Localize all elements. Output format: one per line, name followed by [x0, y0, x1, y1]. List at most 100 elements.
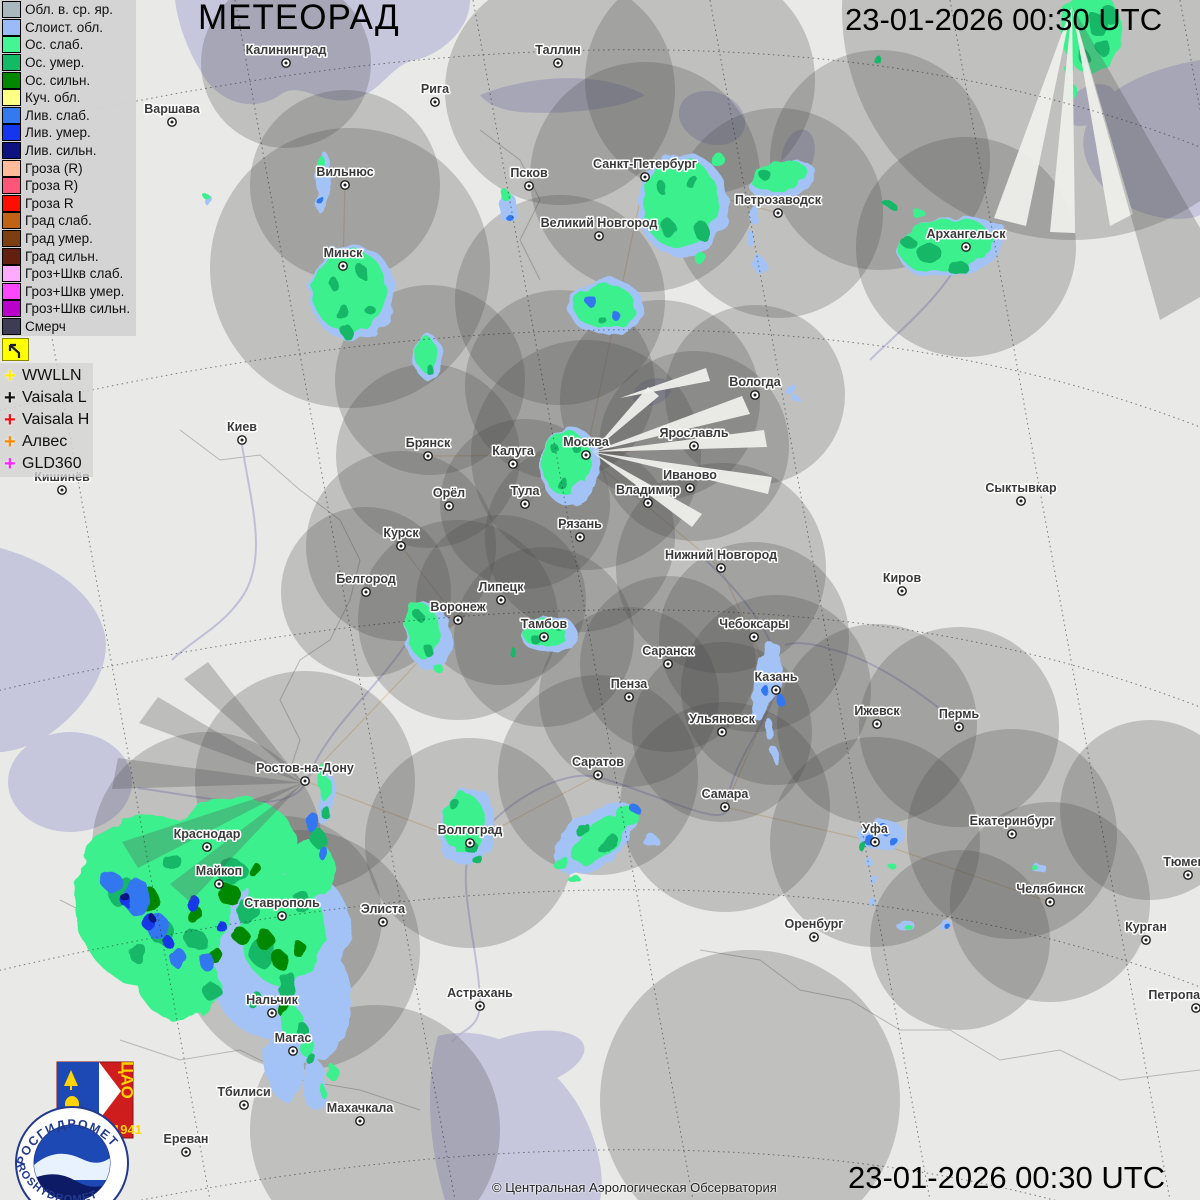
precip-cell	[173, 797, 297, 893]
legend-swatch	[2, 194, 21, 212]
copyright-note: © Центральная Аэрологическая Обсерватори…	[492, 1180, 777, 1195]
city-marker: Великий Новгород	[539, 215, 659, 241]
precip-cell	[765, 720, 775, 740]
city-marker: Самара	[700, 786, 751, 812]
legend-label: Гроза R	[25, 195, 74, 211]
legend-item: Град слаб.	[2, 212, 130, 230]
city-label: Великий Новгород	[541, 216, 658, 230]
city-label: Санкт-Петербург	[593, 157, 697, 171]
precip-cell	[203, 983, 221, 1001]
city-label: Майкоп	[196, 864, 242, 878]
city-label: Нижний Новгород	[665, 548, 777, 562]
precip-cell	[575, 823, 591, 837]
precip-cell	[944, 923, 950, 929]
precip-cell	[897, 920, 915, 932]
city-marker: Оренбург	[783, 916, 845, 942]
precip-cell	[424, 363, 432, 373]
legend-swatch	[2, 142, 21, 160]
precip-cell	[186, 929, 206, 951]
lightning-network-item: + Алвес	[4, 431, 68, 453]
road-line	[874, 841, 1051, 903]
city-marker: Владимир	[614, 482, 682, 508]
beam-sector	[620, 368, 710, 398]
lightning-network-item: + Vaisala L	[4, 387, 87, 409]
precip-cell	[300, 1037, 314, 1057]
legend-item: Гроз+Шкв слаб.	[2, 265, 130, 283]
precip-cell	[866, 857, 872, 867]
precip-cell	[764, 641, 780, 663]
radar-coverage-circle	[870, 850, 1050, 1030]
precip-cell	[785, 382, 795, 396]
precip-cell	[556, 475, 566, 489]
precip-cell	[322, 806, 330, 820]
precip-cell	[318, 1084, 326, 1096]
precipitation-echoes	[73, 0, 1122, 1113]
precip-cell	[200, 953, 214, 971]
lightning-network-label: GLD360	[22, 455, 82, 472]
city-marker: Екатеринбург	[968, 813, 1056, 839]
legend-swatch	[2, 317, 21, 335]
precip-cell	[994, 225, 1006, 235]
legend-swatch	[2, 177, 21, 195]
city-marker: Архангельск	[925, 226, 1008, 252]
city-marker: Элиста	[359, 901, 408, 927]
lightning-networks-legend: + WWLLN + Vaisala L + Vaisala H + Алвес + GLD360	[0, 363, 94, 477]
precip-cell	[881, 826, 891, 836]
precip-cell	[1102, 7, 1118, 23]
city-label: Ереван	[164, 1132, 209, 1146]
legend-item: Град умер.	[2, 230, 130, 248]
precip-cell	[187, 906, 203, 924]
precip-cell	[124, 878, 150, 916]
beam-sector	[1050, 6, 1075, 233]
legend-swatch	[2, 230, 21, 248]
city-label: Ижевск	[854, 704, 900, 718]
precip-cell	[712, 152, 724, 168]
precip-cell	[356, 266, 368, 278]
legend-label: Лив. слаб.	[25, 107, 90, 123]
city-marker: Рязань	[557, 516, 604, 542]
precip-cell	[572, 480, 588, 500]
precip-cell	[761, 685, 769, 695]
city-marker: Ульяновск	[688, 711, 757, 737]
legend-item: Гроз+Шкв сильн.	[2, 300, 130, 318]
legend-swatch	[2, 300, 21, 318]
city-marker: Ставрополь	[243, 895, 322, 921]
legend-swatch	[2, 89, 21, 107]
city-marker: Пермь	[937, 706, 981, 732]
legend-swatch	[2, 71, 21, 89]
precip-cell	[319, 771, 329, 801]
precip-cell	[327, 1064, 337, 1080]
city-label: Екатеринбург	[970, 814, 1055, 828]
precip-cell	[510, 647, 516, 657]
legend-item: Куч. обл.	[2, 89, 130, 107]
city-label: Калуга	[492, 444, 535, 458]
city-label: Элиста	[361, 902, 406, 916]
city-label: Ярославль	[659, 426, 728, 440]
legend-swatch	[2, 124, 21, 142]
precip-cell	[405, 603, 441, 659]
legend-label: Ос. сильн.	[25, 72, 91, 88]
city-marker: Петрозаводск	[734, 192, 823, 218]
beam-sector	[112, 758, 303, 789]
precip-cell	[569, 876, 581, 884]
city-label: Курган	[1125, 920, 1167, 934]
beam-sector	[592, 396, 750, 452]
precip-cell	[587, 296, 597, 308]
river-line	[171, 444, 257, 661]
beam-sector	[184, 662, 303, 783]
precip-cell	[415, 337, 437, 371]
parallel-line	[139, 1149, 1056, 1200]
precip-cell	[247, 991, 263, 1009]
city-label: Брянск	[406, 436, 451, 450]
beam-sector	[994, 6, 1072, 226]
city-label: Калининград	[246, 43, 327, 57]
city-marker: Вологда	[728, 374, 783, 400]
city-marker: Сыктывкар	[984, 480, 1058, 506]
city-label: Петропавловск	[1148, 988, 1200, 1002]
precip-cell	[885, 201, 895, 209]
city-marker: Курск	[382, 525, 421, 551]
precip-cell	[573, 284, 635, 328]
legend-swatch	[2, 54, 21, 72]
precip-cell	[596, 314, 604, 322]
